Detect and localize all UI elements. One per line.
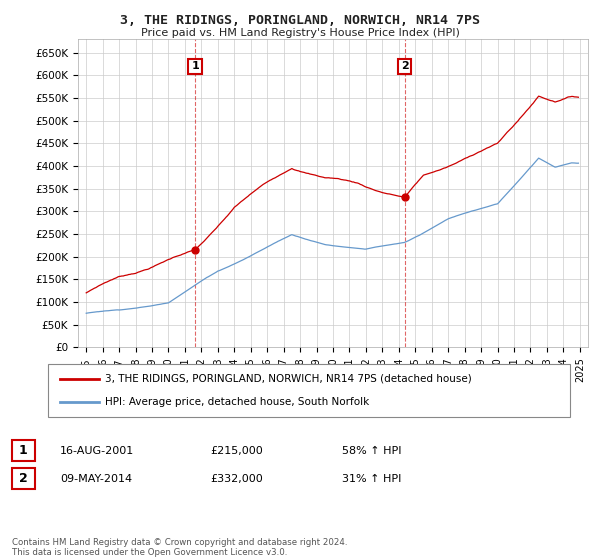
Text: £332,000: £332,000 xyxy=(210,474,263,484)
Text: 58% ↑ HPI: 58% ↑ HPI xyxy=(342,446,401,456)
Text: 31% ↑ HPI: 31% ↑ HPI xyxy=(342,474,401,484)
Text: HPI: Average price, detached house, South Norfolk: HPI: Average price, detached house, Sout… xyxy=(105,397,369,407)
Text: £215,000: £215,000 xyxy=(210,446,263,456)
Text: 09-MAY-2014: 09-MAY-2014 xyxy=(60,474,132,484)
Text: 2: 2 xyxy=(19,472,28,486)
Text: 3, THE RIDINGS, PORINGLAND, NORWICH, NR14 7PS (detached house): 3, THE RIDINGS, PORINGLAND, NORWICH, NR1… xyxy=(105,374,472,384)
Text: 2: 2 xyxy=(401,62,409,71)
Text: 3, THE RIDINGS, PORINGLAND, NORWICH, NR14 7PS: 3, THE RIDINGS, PORINGLAND, NORWICH, NR1… xyxy=(120,14,480,27)
Text: Contains HM Land Registry data © Crown copyright and database right 2024.
This d: Contains HM Land Registry data © Crown c… xyxy=(12,538,347,557)
Text: 16-AUG-2001: 16-AUG-2001 xyxy=(60,446,134,456)
Text: Price paid vs. HM Land Registry's House Price Index (HPI): Price paid vs. HM Land Registry's House … xyxy=(140,28,460,38)
Text: 1: 1 xyxy=(191,62,199,71)
Text: 1: 1 xyxy=(19,444,28,458)
